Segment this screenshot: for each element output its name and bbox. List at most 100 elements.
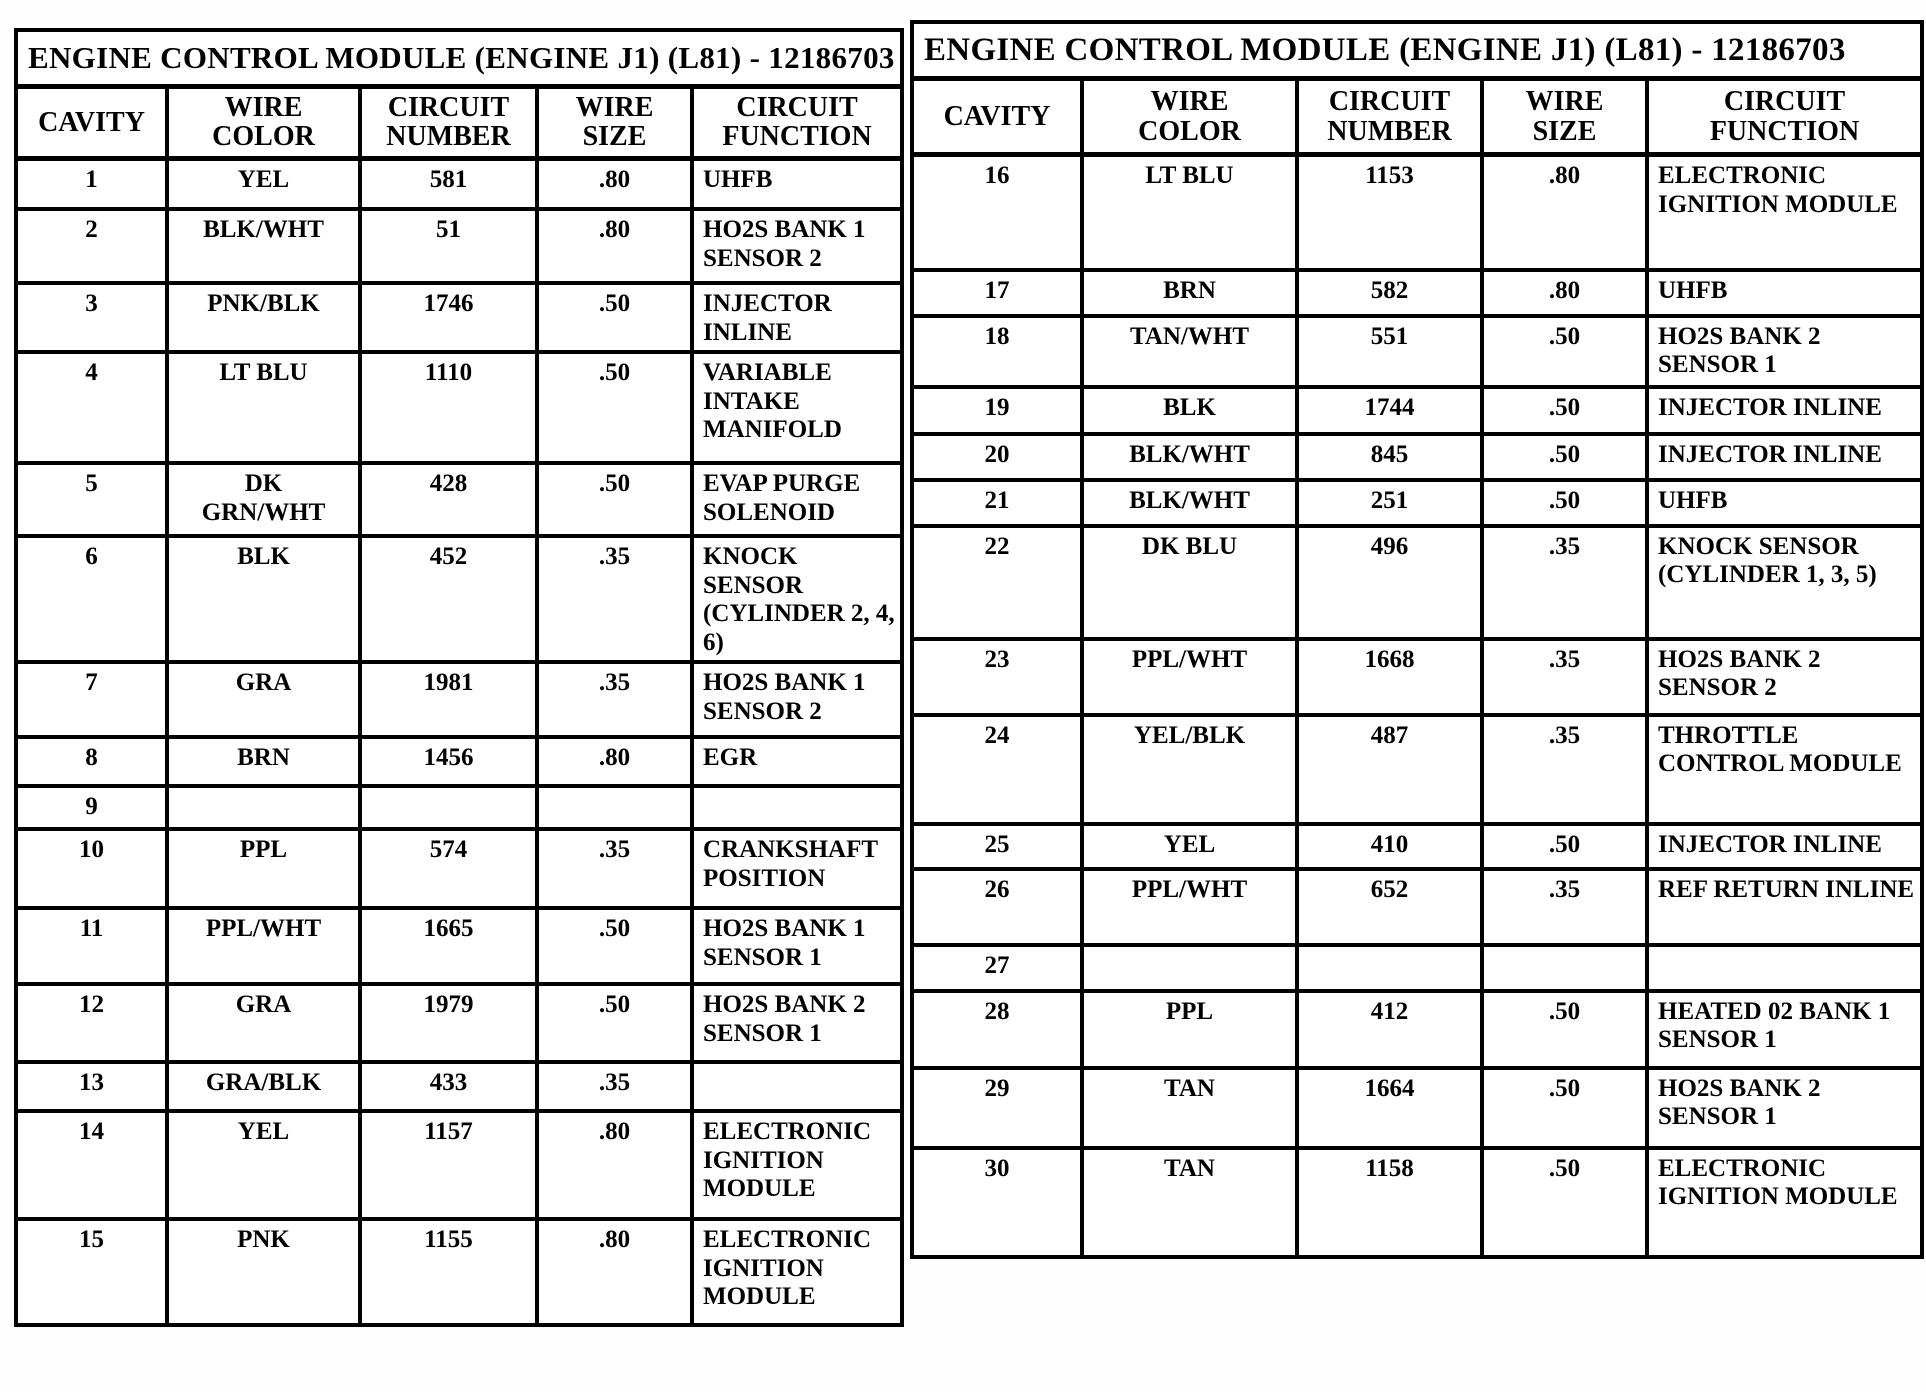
col-header-wire-color: WIRE COLOR [1080,76,1299,157]
cavity-cell: 21 [910,477,1084,528]
wire-size-cell: .50 [1480,1065,1649,1150]
wire-color-cell [1080,942,1299,993]
table-row: 8 BRN 1456.80 EGR [14,734,905,788]
table-title: ENGINE CONTROL MODULE (ENGINE J1) (L81) … [910,20,1924,81]
wire-size-cell: .50 [1480,477,1649,528]
wire-size-cell: .35 [1480,636,1649,717]
wire-size-cell: .50 [535,349,694,465]
wire-color-cell: TAN [1080,1065,1299,1150]
circuit-number-cell: 412 [1295,988,1484,1070]
cavity-cell: 20 [910,431,1084,482]
circuit-function-cell: HO2S BANK 2 SENSOR 1 [689,981,905,1064]
circuit-function-cell: HEATED 02 BANK 1 SENSOR 1 [1645,988,1924,1070]
wire-color-cell: PPL [165,826,362,910]
circuit-number-cell: 487 [1295,712,1484,826]
circuit-function-cell: HO2S BANK 2 SENSOR 1 [1645,313,1924,389]
cavity-cell: 26 [910,866,1084,947]
wire-size-cell: .50 [535,981,694,1064]
cavity-cell: 19 [910,384,1084,436]
col-header-circuit-number: CIRCUIT NUMBER [1295,76,1484,157]
circuit-number-cell: 1158 [1295,1145,1484,1259]
circuit-number-cell: 551 [1295,313,1484,389]
circuit-function-cell: KNOCK SENSOR (CYLINDER 2, 4, 6) [689,533,905,664]
wire-color-cell: YEL [165,156,362,212]
cavity-cell: 23 [910,636,1084,717]
circuit-function-cell: UHFB [689,156,905,212]
wire-color-cell: PPL/WHT [165,905,362,986]
col-header-cavity: CAVITY [14,84,169,161]
table-row: 20 BLK/WHT 845.50 INJECTOR INLINE [910,431,1924,482]
table-row: 1 YEL 581.80 UHFB [14,156,905,212]
table-row: 18 TAN/WHT 551.50 HO2S BANK 2 SENSOR 1 [910,313,1924,389]
col-header-wire-size: WIRE SIZE [535,84,694,161]
wire-size-cell: .50 [535,905,694,986]
cavity-cell: 4 [14,349,169,465]
table-row: 24 YEL/BLK 487.35 THROTTLE CONTROL MODULE [910,712,1924,826]
circuit-number-cell: 845 [1295,431,1484,482]
wire-size-cell: .50 [1480,384,1649,436]
table-row: 3 PNK/BLK 1746.50 INJECTOR INLINE [14,281,905,354]
cavity-cell: 14 [14,1108,169,1221]
table-row: 15 PNK 1155.80 ELECTRONIC IGNITION MODULE [14,1216,905,1327]
wire-size-cell: .80 [535,1216,694,1327]
table-row: 22 DK BLU 496.35 KNOCK SENSOR (CYLINDER 1, … [910,523,1924,641]
table-row: 11 PPL/WHT 1665.50 HO2S BANK 1 SENSOR 1 [14,905,905,986]
table-header-row: CAVITY WIRE COLOR CIRCUIT NUMBER WIRE SI… [14,84,905,161]
table-title-row: ENGINE CONTROL MODULE (ENGINE J1) (L81) … [13,28,905,89]
circuit-function-cell: HO2S BANK 1 SENSOR 2 [689,659,905,739]
circuit-function-cell: HO2S BANK 2 SENSOR 1 [1645,1065,1924,1150]
wire-color-cell: BLK/WHT [1080,431,1299,482]
circuit-number-cell: 1665 [358,905,539,986]
wire-color-cell: PPL/WHT [1080,866,1299,947]
table-row: 13 GRA/BLK 433.35 [14,1059,905,1113]
circuit-function-cell: EVAP PURGE SOLENOID [689,460,905,538]
wire-color-cell: BLK/WHT [165,207,362,286]
circuit-number-cell: 581 [358,156,539,212]
circuit-function-cell: THROTTLE CONTROL MODULE [1645,712,1924,826]
wire-color-cell: YEL/BLK [1080,712,1299,826]
table-row: 14 YEL 1157.80 ELECTRONIC IGNITION MODULE [14,1108,905,1221]
table-row: 10 PPL 574.35 CRANKSHAFT POSITION [14,826,905,910]
circuit-number-cell: 251 [1295,477,1484,528]
circuit-function-cell: UHFB [1645,267,1924,318]
circuit-function-cell: HO2S BANK 1 SENSOR 2 [689,207,905,286]
circuit-function-cell: VARIABLE INTAKE MANIFOLD [689,349,905,465]
wire-color-cell: YEL [165,1108,362,1221]
wire-size-cell: .50 [535,281,694,354]
table-row: 27 [910,942,1924,993]
cavity-cell: 2 [14,207,169,286]
circuit-function-cell: ELECTRONIC IGNITION MODULE [1645,152,1924,272]
wire-size-cell: .50 [1480,1145,1649,1259]
wire-size-cell: .35 [535,826,694,910]
circuit-number-cell: 410 [1295,821,1484,871]
wire-color-cell: BLK [1080,384,1299,436]
col-header-circuit-number: CIRCUIT NUMBER [358,84,539,161]
table-row: 7 GRA 1981.35 HO2S BANK 1 SENSOR 2 [14,659,905,739]
circuit-function-cell [689,783,905,831]
ecm-connector-table-cavities-1-15: ENGINE CONTROL MODULE (ENGINE J1) (L81) … [13,28,905,1327]
wire-size-cell: .35 [1480,523,1649,641]
circuit-function-cell: UHFB [1645,477,1924,528]
wire-size-cell: .80 [535,156,694,212]
wire-color-cell: YEL [1080,821,1299,871]
circuit-function-cell: INJECTOR INLINE [1645,431,1924,482]
circuit-function-cell: REF RETURN INLINE [1645,866,1924,947]
table-row: 21 BLK/WHT 251.50 UHFB [910,477,1924,528]
table-row: 4 LT BLU 1110.50 VARIABLE INTAKE MANIFOLD [14,349,905,465]
circuit-number-cell: 1155 [358,1216,539,1327]
table-row: 25 YEL 410.50 INJECTOR INLINE [910,821,1924,871]
wire-color-cell: LT BLU [1080,152,1299,272]
circuit-function-cell [689,1059,905,1113]
wire-color-cell: BRN [165,734,362,788]
circuit-function-cell: EGR [689,734,905,788]
circuit-number-cell: 1746 [358,281,539,354]
wire-color-cell: BLK/WHT [1080,477,1299,528]
circuit-number-cell [358,783,539,831]
circuit-function-cell: ELECTRONIC IGNITION MODULE [1645,1145,1924,1259]
table-row: 17 BRN 582.80 UHFB [910,267,1924,318]
table-row: 30 TAN 1158.50 ELECTRONIC IGNITION MODULE [910,1145,1924,1259]
wire-size-cell: .50 [1480,821,1649,871]
wire-size-cell: .50 [1480,988,1649,1070]
col-header-circuit-function: CIRCUIT FUNCTION [689,84,905,161]
